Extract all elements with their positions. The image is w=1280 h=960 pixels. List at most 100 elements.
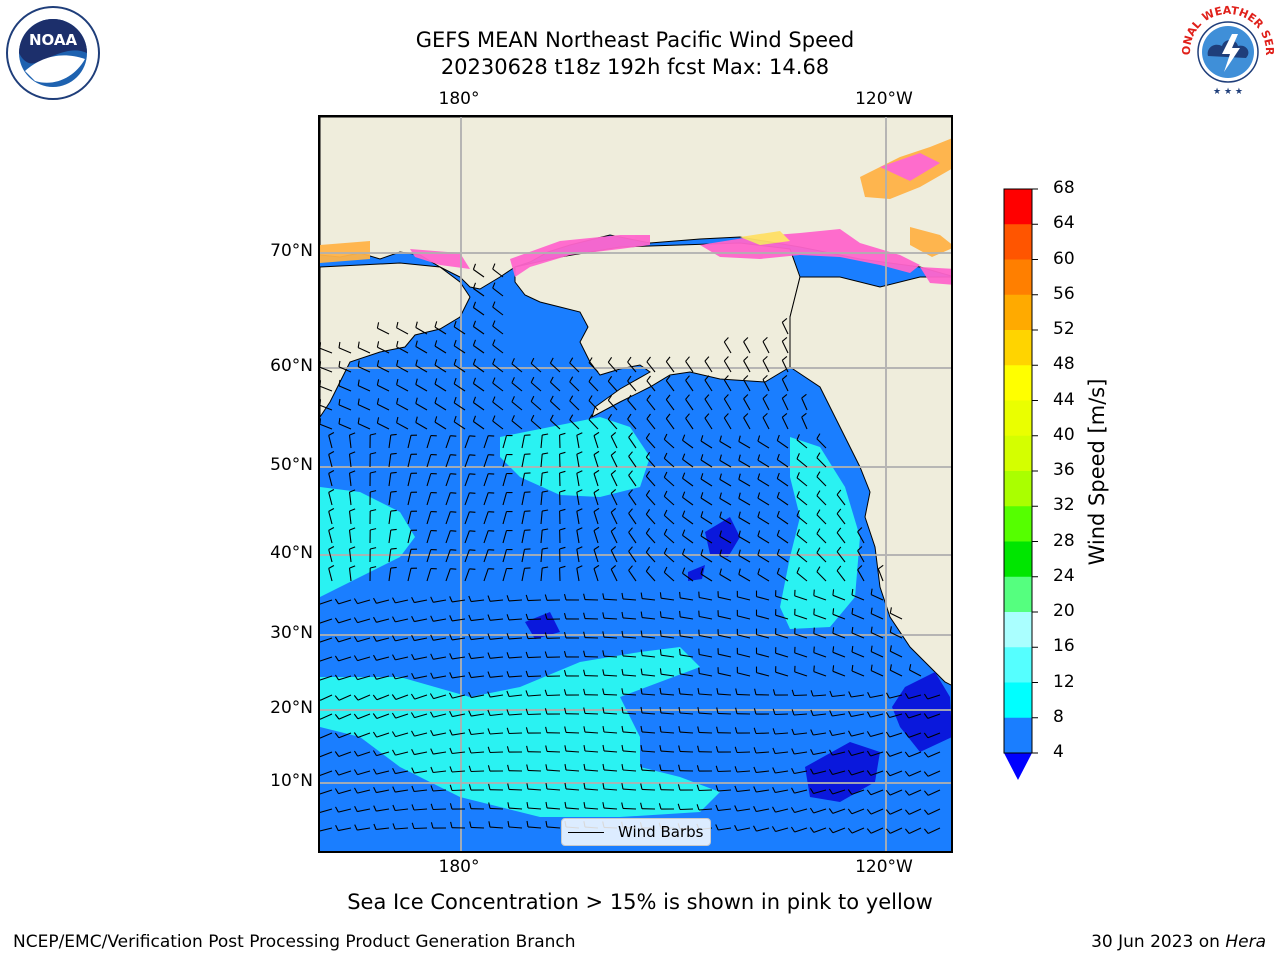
wind-barb-flag — [719, 530, 722, 537]
wind-barb — [395, 675, 409, 680]
wind-barb — [415, 365, 428, 373]
wind-barb-flag — [715, 824, 719, 831]
wind-barb-flag — [472, 320, 477, 327]
wind-barb — [622, 807, 637, 810]
wind-barb-flag — [549, 395, 554, 402]
wind-barb — [927, 827, 941, 834]
wind-barb — [338, 770, 352, 776]
wind-barb — [628, 512, 637, 525]
wind-barb — [377, 403, 390, 411]
wind-barb — [550, 400, 561, 411]
wind-barb-flag — [904, 770, 910, 777]
wind-barb — [641, 769, 656, 772]
wind-barb-flag — [564, 745, 567, 752]
wind-barb — [738, 498, 751, 506]
wind-barb — [794, 827, 808, 833]
wind-barb — [569, 362, 580, 373]
wind-barb — [530, 363, 542, 373]
colorbar-tick-label: 64 — [1053, 213, 1075, 234]
wind-barb-flag — [487, 652, 491, 659]
wind-barb — [738, 441, 751, 449]
wind-barb — [622, 712, 637, 715]
wind-barb-flag — [391, 694, 397, 700]
wind-barb — [757, 573, 770, 582]
wind-barb — [357, 751, 371, 757]
wind-barb — [908, 751, 922, 758]
wind-barb-flag — [607, 356, 613, 363]
wind-barb-flag — [870, 645, 873, 652]
wind-barb-flag — [857, 546, 863, 552]
wind-barb — [483, 530, 489, 544]
lat-label-70n: 70°N — [270, 241, 313, 261]
wind-barb-flag — [506, 614, 510, 621]
wind-barb-flag — [621, 592, 624, 599]
wind-barb — [851, 732, 865, 737]
wind-barb-flag — [450, 435, 457, 437]
wind-barb-flag — [757, 454, 761, 461]
wind-barb — [508, 599, 523, 602]
wind-barb-flag — [376, 322, 380, 329]
wind-barb-flag — [449, 615, 453, 622]
wind-barb — [521, 549, 526, 563]
wind-barb-flag — [762, 412, 768, 418]
wind-barb-flag — [663, 547, 668, 554]
wind-barb-flag — [867, 711, 871, 718]
wind-barb-flag — [677, 803, 681, 810]
wind-barb-flag — [353, 695, 359, 701]
wind-barb-flag — [469, 568, 476, 570]
wind-barb — [550, 419, 561, 430]
wind-barb — [376, 694, 390, 701]
colorbar-cell — [1004, 330, 1032, 366]
wind-barb-flag — [349, 527, 356, 531]
colorbar-tick-label: 36 — [1053, 460, 1075, 480]
wind-barb-flag — [544, 651, 548, 658]
wind-barb — [320, 789, 333, 795]
land-chukotka — [320, 262, 471, 418]
wind-barb — [832, 789, 846, 795]
wind-barb — [540, 511, 543, 525]
wind-barb — [794, 595, 808, 601]
wind-barb-flag — [559, 527, 566, 531]
wind-barb — [738, 536, 751, 544]
wind-barb — [682, 496, 694, 506]
wind-barb-flag — [353, 769, 358, 775]
wind-barb-flag — [816, 433, 821, 439]
wind-barb-flag — [645, 527, 651, 534]
wind-barb-flag — [640, 783, 643, 790]
wind-barb — [682, 572, 694, 582]
wind-barb-flag — [396, 321, 399, 328]
wind-barb — [490, 637, 504, 640]
wind-barb-flag — [472, 358, 477, 365]
colorbar-tick-label: 60 — [1053, 248, 1075, 269]
wind-barb-flag — [908, 664, 912, 671]
wind-barb — [508, 675, 523, 678]
wind-barb-flag — [772, 747, 776, 754]
wind-barb-flag — [469, 821, 472, 828]
wind-barb-flag — [681, 472, 686, 479]
wind-barb-flag — [472, 301, 477, 308]
wind-barb — [445, 530, 451, 544]
wind-barb — [660, 693, 675, 696]
wind-barb — [328, 568, 333, 582]
wind-barb — [908, 770, 922, 777]
wind-barb — [665, 380, 675, 392]
wind-barb-flag — [576, 451, 583, 455]
wind-barb — [796, 553, 808, 563]
wind-barb-flag — [753, 825, 757, 832]
wind-barb-flag — [610, 431, 617, 437]
wind-barb-flag — [628, 489, 633, 495]
wind-barb — [471, 732, 485, 736]
wind-barb-flag — [569, 395, 574, 402]
wind-barb-flag — [796, 434, 800, 441]
wind-barb — [320, 751, 333, 758]
wind-barb-flag — [492, 320, 496, 327]
wind-barb — [718, 808, 732, 812]
wind-barb-flag — [338, 379, 341, 386]
wind-barb-flag — [545, 820, 548, 827]
wind-barb-flag — [847, 827, 853, 834]
wind-barb — [645, 551, 656, 563]
wind-barb — [433, 656, 447, 660]
wind-barb — [376, 637, 390, 642]
wind-barb-flag — [923, 809, 929, 815]
wind-barb-flag — [506, 709, 510, 716]
